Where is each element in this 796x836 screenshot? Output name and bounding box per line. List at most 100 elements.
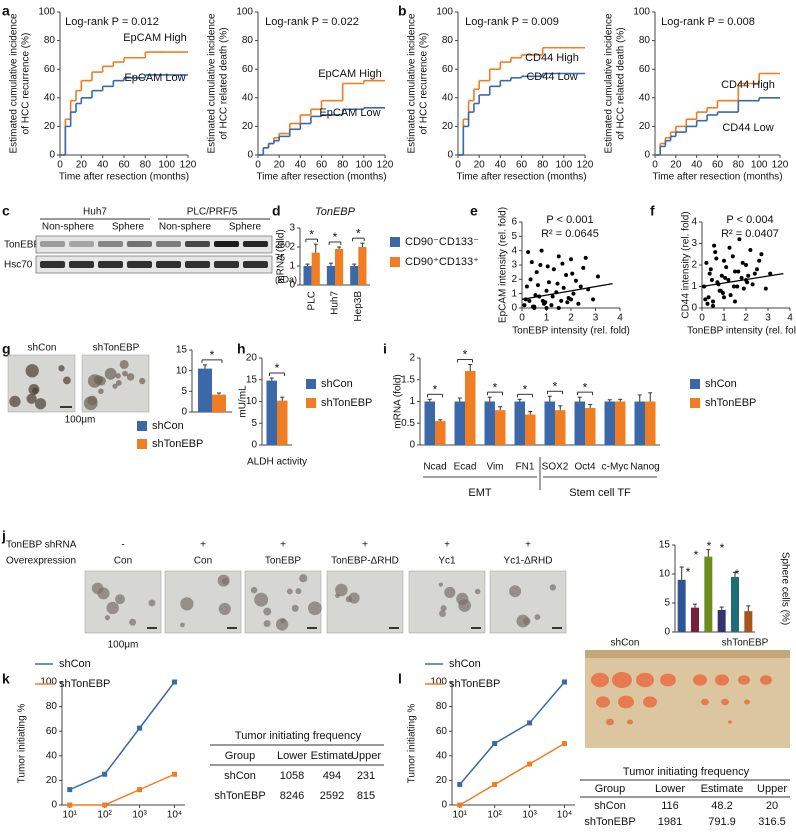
bar xyxy=(454,401,465,445)
x-tick-label: PLC xyxy=(306,291,317,310)
blot-marker: 250 xyxy=(275,239,290,249)
y-tick-label: 80 xyxy=(46,701,58,712)
blot-band xyxy=(156,241,181,247)
point xyxy=(731,284,736,289)
point xyxy=(733,299,737,304)
point xyxy=(711,303,715,308)
legend-label: shTonEBP xyxy=(59,678,110,690)
bar xyxy=(277,400,288,445)
sphere-blob xyxy=(335,583,348,597)
point xyxy=(704,260,709,265)
y-axis-label: EpCAM intensity (rel. fold) xyxy=(498,207,509,323)
panel-label: e xyxy=(470,203,478,219)
blot-panel xyxy=(35,255,273,274)
x-tick-label: 80 xyxy=(337,160,349,171)
table-cell: 791.9 xyxy=(708,816,736,828)
tumor xyxy=(627,719,633,725)
sphere-blob xyxy=(280,618,286,624)
y-tick-label: 4 xyxy=(511,245,517,256)
point xyxy=(750,282,755,287)
blot-band xyxy=(243,261,268,268)
bar xyxy=(645,401,656,445)
x-tick-label: 100 xyxy=(555,160,572,171)
y-axis-label: Tumor initiating % xyxy=(407,704,418,784)
chart-title: TonEBP xyxy=(315,206,356,218)
y-tick-label: 0 xyxy=(691,303,697,314)
point xyxy=(722,258,726,263)
point xyxy=(755,267,759,272)
significance: * xyxy=(686,565,691,579)
sphere-blob xyxy=(291,604,299,612)
point xyxy=(763,286,768,291)
blot-band xyxy=(156,261,181,268)
legend-swatch xyxy=(690,398,700,408)
tumor xyxy=(643,696,657,708)
sphere-blob xyxy=(438,582,444,587)
image-label: shTonEBP xyxy=(722,638,769,649)
panel-label: l xyxy=(398,671,402,687)
bar xyxy=(350,266,359,285)
sphere-blob xyxy=(286,588,293,595)
y-axis-label: mU/mL xyxy=(238,385,249,418)
ruler xyxy=(585,650,790,658)
bar xyxy=(435,421,446,445)
y-tick-label: 5 xyxy=(251,418,257,429)
x-tick-label: 80 xyxy=(537,160,549,171)
legend-label: CD90⁺CD133⁺ xyxy=(405,256,479,268)
point xyxy=(709,278,714,283)
y-tick-label: 100 xyxy=(236,7,253,18)
sphere-blob xyxy=(28,384,40,396)
table-title: Tumor initiating frequency xyxy=(235,730,362,742)
legend-label: shTonEBP xyxy=(705,397,756,409)
sphere-blob xyxy=(83,396,98,411)
row-label: Overexpression xyxy=(6,556,76,567)
panel-label: i xyxy=(383,341,387,357)
panel-label: g xyxy=(2,341,11,357)
y-tick-label: 20 xyxy=(639,121,651,132)
bar xyxy=(555,410,566,445)
y-tick-label: 3 xyxy=(691,238,697,249)
row-label: TonEBP shRNA xyxy=(6,540,77,551)
point xyxy=(740,260,745,265)
point xyxy=(534,270,539,275)
y-tick-label: 0 xyxy=(49,150,55,161)
point xyxy=(733,269,737,274)
x-axis-label: Time after resection (months) xyxy=(59,172,189,183)
image-label: shCon xyxy=(28,343,57,354)
x-tick-label: Vim xyxy=(486,462,503,473)
x-tick-label: 20 xyxy=(474,160,486,171)
x-tick-label: 0 xyxy=(652,160,658,171)
point xyxy=(595,274,600,279)
blot-unit: (kDa) xyxy=(275,274,297,284)
y-tick-label: 5 xyxy=(181,386,187,397)
point xyxy=(522,303,527,308)
point xyxy=(581,265,586,270)
blot-band xyxy=(214,261,239,268)
y-tick-label: 2 xyxy=(691,260,697,271)
tumor xyxy=(738,675,750,685)
bar xyxy=(303,266,312,285)
x-tick-label: 4 xyxy=(617,313,623,324)
tumor xyxy=(636,672,654,688)
point xyxy=(555,281,560,286)
series-line xyxy=(69,681,176,791)
x-tick-label: 0 xyxy=(57,160,63,171)
panel-label: j xyxy=(1,528,6,544)
x-tick-label: 60 xyxy=(118,160,130,171)
point xyxy=(712,243,717,248)
point xyxy=(549,303,554,308)
point xyxy=(524,284,529,289)
x-tick-label: Nanog xyxy=(630,462,659,473)
y-tick-label: 80 xyxy=(436,701,448,712)
x-tick-label: 1 xyxy=(721,313,727,324)
x-axis-label: ALDH activity xyxy=(247,457,307,468)
y-tick-label: 10 xyxy=(659,569,671,580)
y-tick-label: 60 xyxy=(46,726,58,737)
y-tick-label: 0 xyxy=(409,440,415,451)
x-tick-label: 80 xyxy=(733,160,745,171)
bar xyxy=(514,401,525,445)
sphere-blob xyxy=(263,607,272,616)
y-tick-label: 3 xyxy=(511,260,517,271)
tumor xyxy=(715,674,729,686)
point xyxy=(535,283,540,288)
